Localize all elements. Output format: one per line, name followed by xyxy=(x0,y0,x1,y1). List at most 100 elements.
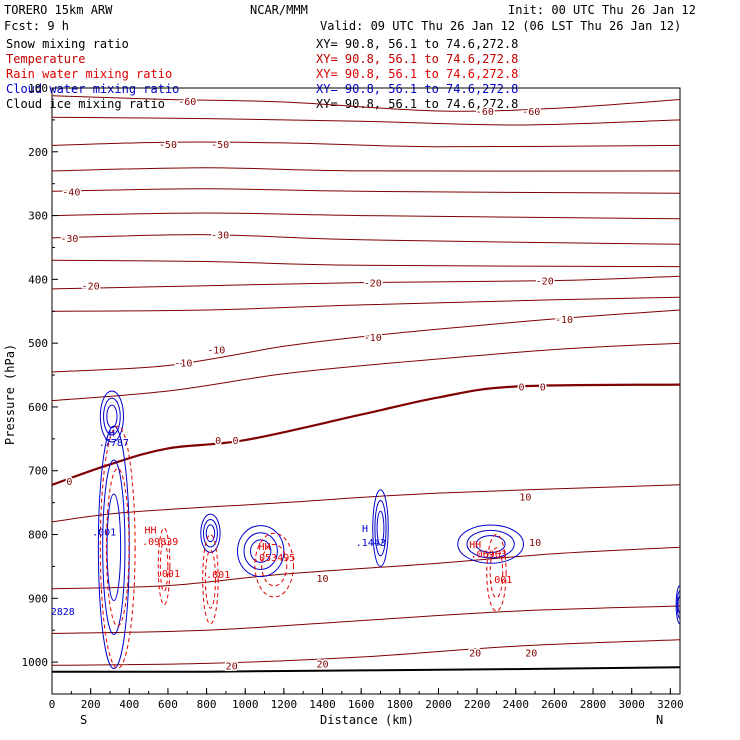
rain-water-contour xyxy=(254,532,295,598)
temperature-isotherm xyxy=(52,188,680,194)
y-tick-label: 300 xyxy=(28,210,48,223)
mixing-ratio-label: .001 xyxy=(488,575,512,586)
cloud-water-contour xyxy=(102,459,126,636)
cloud-water-contour xyxy=(99,390,124,443)
temperature-label: 10 xyxy=(529,538,541,549)
cloud-water-contour xyxy=(372,489,389,567)
temperature-isotherm xyxy=(52,484,680,523)
temperature-label: -10 xyxy=(555,315,573,326)
cloud-water-contour xyxy=(249,539,272,563)
axes: 0 200 400 600 800 1000 1200 1400 1600 1800 2000 220… xyxy=(22,82,684,711)
surface-pressure-line xyxy=(52,666,680,673)
mixing-ratio-label: .09839 xyxy=(142,537,178,548)
mixing-ratio-label: HH xyxy=(145,525,157,536)
cloud-water-contour xyxy=(374,500,387,557)
temperature-isotherm xyxy=(52,116,680,126)
cloud-water-contour xyxy=(103,397,121,436)
cloud-water-contour xyxy=(466,529,515,559)
mixing-ratio-label: H xyxy=(109,428,115,439)
x-axis-label: Distance (km) xyxy=(320,713,414,727)
cloud-water-contour xyxy=(202,518,218,548)
temperature-label: 20 xyxy=(469,649,481,660)
temperature-label: 0 xyxy=(215,436,221,447)
mixing-ratio-label: .053495 xyxy=(253,553,295,564)
x-tick-label: 800 xyxy=(197,698,217,711)
legend-xy: XY= 90.8, 56.1 to 74.6,272.8 xyxy=(316,67,518,81)
legend-xy: XY= 90.8, 56.1 to 74.6,272.8 xyxy=(316,82,518,96)
temperature-label: -10 xyxy=(364,333,382,344)
plot-area: -60 -60 -60 -50 -50 -40 -30 -30 -20 -20 -20 -10 -10 -… xyxy=(45,95,680,674)
center-label: NCAR/MMM xyxy=(250,3,308,17)
cloud-water-contour xyxy=(106,493,122,602)
rain-water-contour xyxy=(159,541,169,592)
temperature-label: -10 xyxy=(207,346,225,357)
cloud-water-contour xyxy=(676,590,680,619)
temperature-isotherm xyxy=(52,639,680,666)
temperature-isotherm xyxy=(52,234,680,245)
cloud-water-contour xyxy=(106,404,118,429)
y-tick-label: 200 xyxy=(28,146,48,159)
rain-water-contour xyxy=(105,468,130,627)
temperature-label: -60 xyxy=(178,97,196,108)
x-tick-label: 2000 xyxy=(425,698,452,711)
x-tick-label: 2800 xyxy=(580,698,607,711)
rain-water-contour xyxy=(486,534,507,612)
temperature-label: 10 xyxy=(519,492,531,503)
temperature-label: 0 xyxy=(519,383,525,394)
temperature-label: -60 xyxy=(476,107,494,118)
temperature-isotherm xyxy=(52,342,680,402)
temperature-isotherm xyxy=(52,309,680,373)
rain-water-contour xyxy=(202,534,219,625)
temperature-label: -40 xyxy=(62,187,80,198)
x-tick-label: 2600 xyxy=(541,698,568,711)
temperature-label: 20 xyxy=(316,659,328,670)
mixing-ratio-label: .06963 xyxy=(471,550,507,561)
x-tick-label: 0 xyxy=(49,698,56,711)
legend-xy: XY= 90.8, 56.1 to 74.6,272.8 xyxy=(316,52,518,66)
y-axis-label: Pressure (hPa) xyxy=(3,344,17,445)
cloud-water-contour xyxy=(677,595,680,614)
temperature-label: 20 xyxy=(226,661,238,672)
temperature-isotherm xyxy=(52,605,680,634)
plot-content: -60 -60 -60 -50 -50 -40 -30 -30 -20 -20 -20 -10 -10 -… xyxy=(45,95,680,674)
temperature-label: -10 xyxy=(174,358,192,369)
temperature-label: 10 xyxy=(316,574,328,585)
x-tick-label: 2200 xyxy=(464,698,491,711)
mixing-ratio-label: H xyxy=(362,524,368,535)
temperature-isotherm xyxy=(52,275,680,290)
forecast-hour: Fcst: 9 h xyxy=(4,19,69,33)
mixing-ratio-label: .2828 xyxy=(45,607,75,618)
mixing-ratio-label: .7787 xyxy=(99,438,129,449)
cloud-water-contour xyxy=(475,535,506,554)
cloud-water-contour xyxy=(205,524,216,543)
y-tick-label: 100 xyxy=(28,82,48,95)
y-tick-label: 1000 xyxy=(22,656,49,669)
mixing-ratio-label: .001 xyxy=(206,570,230,581)
temperature-label: -30 xyxy=(211,231,229,242)
temperature-label: -60 xyxy=(522,107,540,118)
x-endpoint-south: S xyxy=(80,713,87,727)
temperature-label: 0 xyxy=(66,477,72,488)
y-tick-label: 800 xyxy=(28,529,48,542)
cloud-water-contour xyxy=(457,524,524,564)
cloud-water-contour xyxy=(243,532,278,570)
x-tick-label: 1200 xyxy=(271,698,298,711)
rain-water-contour xyxy=(489,547,504,599)
x-tick-label: 1800 xyxy=(387,698,414,711)
x-tick-label: 2400 xyxy=(503,698,530,711)
temperature-isotherm xyxy=(52,383,680,486)
x-tick-label: 600 xyxy=(158,698,178,711)
temperature-isotherm xyxy=(52,212,680,220)
cloud-water-contour xyxy=(675,585,680,625)
x-tick-label: 3200 xyxy=(657,698,684,711)
rain-water-contour xyxy=(261,543,288,587)
y-tick-label: 500 xyxy=(28,337,48,350)
temperature-isotherm xyxy=(52,167,680,172)
temperature-label: -50 xyxy=(211,140,229,151)
temperature-label: 0 xyxy=(540,383,546,394)
mixing-ratio-label: .001 xyxy=(156,569,180,580)
model-title: TORERO 15km ARW xyxy=(4,3,113,17)
temperature-label: -20 xyxy=(536,277,554,288)
temperature-label: -30 xyxy=(60,234,78,245)
